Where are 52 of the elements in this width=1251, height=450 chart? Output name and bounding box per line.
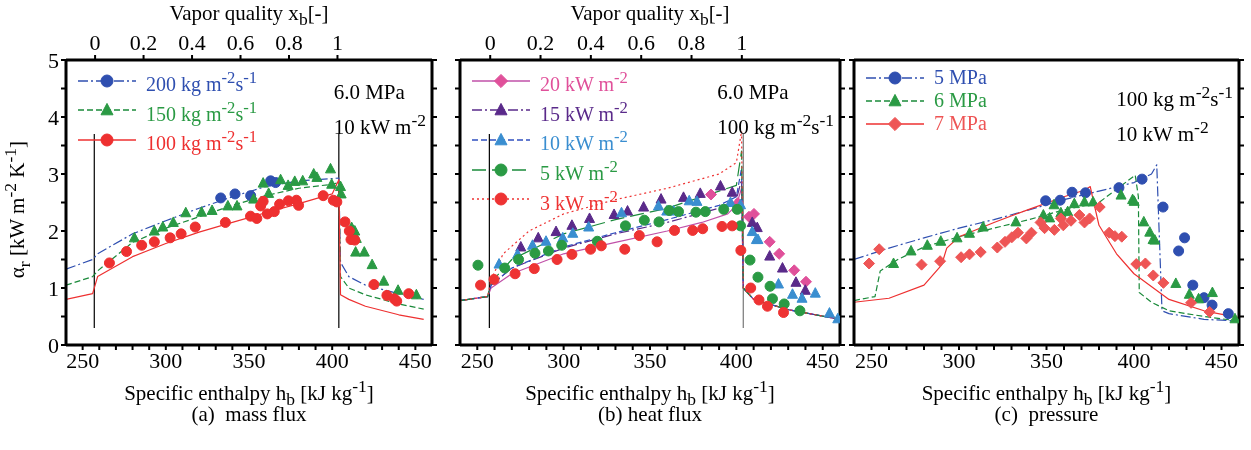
x2-tick-label: 0.4 xyxy=(577,30,605,55)
x2-tick-label: 0.6 xyxy=(226,30,255,55)
legend-label: 5 kW m$^{-2}$ xyxy=(540,155,618,185)
legend-label: 150 kg m$^{-2}$s$^{-1}$ xyxy=(146,96,258,126)
x-tick-label: 300 xyxy=(942,347,976,373)
legend-label: 6 MPa xyxy=(934,89,987,112)
x-tick-label: 350 xyxy=(232,347,266,373)
x-tick-label: 300 xyxy=(547,347,581,373)
x-tick-label: 250 xyxy=(66,347,100,373)
x-tick-label: 450 xyxy=(1205,347,1238,373)
annotation: 10 kW m$^{-2}$ xyxy=(1116,116,1210,148)
x2-tick-label: 0.6 xyxy=(627,30,655,55)
x-tick-label: 400 xyxy=(719,347,753,373)
legend-label: 10 kW m$^{-2}$ xyxy=(540,126,628,155)
x2-axis-title: Vapor quality x$_{b}$[-] xyxy=(169,1,329,30)
y-tick-label: 0 xyxy=(48,332,59,358)
y-tick-label: 1 xyxy=(48,275,59,301)
y-tick-label: 4 xyxy=(48,104,59,130)
x2-tick-label: 0.2 xyxy=(129,30,158,55)
x-tick-label: 400 xyxy=(1117,347,1151,373)
y-tick-label: 3 xyxy=(48,161,59,187)
x-tick-label: 400 xyxy=(315,347,349,373)
x2-axis-title: Vapor quality x$_{b}$[-] xyxy=(570,1,730,30)
y-tick-label: 5 xyxy=(48,47,59,73)
x-tick-label: 350 xyxy=(1030,347,1063,373)
x2-tick-label: 0.8 xyxy=(275,30,303,55)
legend-label: 200 kg m$^{-2}$s$^{-1}$ xyxy=(146,67,258,96)
x-tick-label: 450 xyxy=(806,347,840,373)
x-tick-label: 300 xyxy=(149,347,183,373)
legend-label: 3 kW m$^{-2}$ xyxy=(540,185,618,215)
x2-tick-label: 1 xyxy=(331,30,343,55)
annotation: 6.0 MPa xyxy=(717,79,790,106)
legend-label: 5 MPa xyxy=(934,66,987,89)
x2-tick-label: 0.8 xyxy=(677,30,706,55)
annotation: 6.0 MPa xyxy=(333,79,406,106)
legend-label: 100 kg m$^{-2}$s$^{-1}$ xyxy=(146,126,258,155)
x-tick-label: 450 xyxy=(398,347,432,373)
x2-tick-label: 0.4 xyxy=(178,30,206,55)
legend-label: 7 MPa xyxy=(934,112,987,135)
x2-tick-label: 0 xyxy=(484,30,496,55)
legend-label: 15 kW m$^{-2}$ xyxy=(540,96,628,126)
annotation: 10 kW m$^{-2}$ xyxy=(333,109,426,141)
x-tick-label: 350 xyxy=(633,347,667,373)
annotation: 100 kg m$^{-2}$s$^{-1}$ xyxy=(717,109,834,141)
annotation: 100 kg m$^{-2}$s$^{-1}$ xyxy=(1116,81,1233,113)
x2-tick-label: 0.2 xyxy=(526,30,555,55)
x-tick-label: 250 xyxy=(855,347,888,373)
x2-tick-label: 1 xyxy=(736,30,748,55)
x-tick-label: 250 xyxy=(460,347,494,373)
legend-label: 20 kW m$^{-2}$ xyxy=(540,67,628,96)
y-tick-label: 2 xyxy=(48,218,59,244)
x2-tick-label: 0 xyxy=(89,30,101,55)
